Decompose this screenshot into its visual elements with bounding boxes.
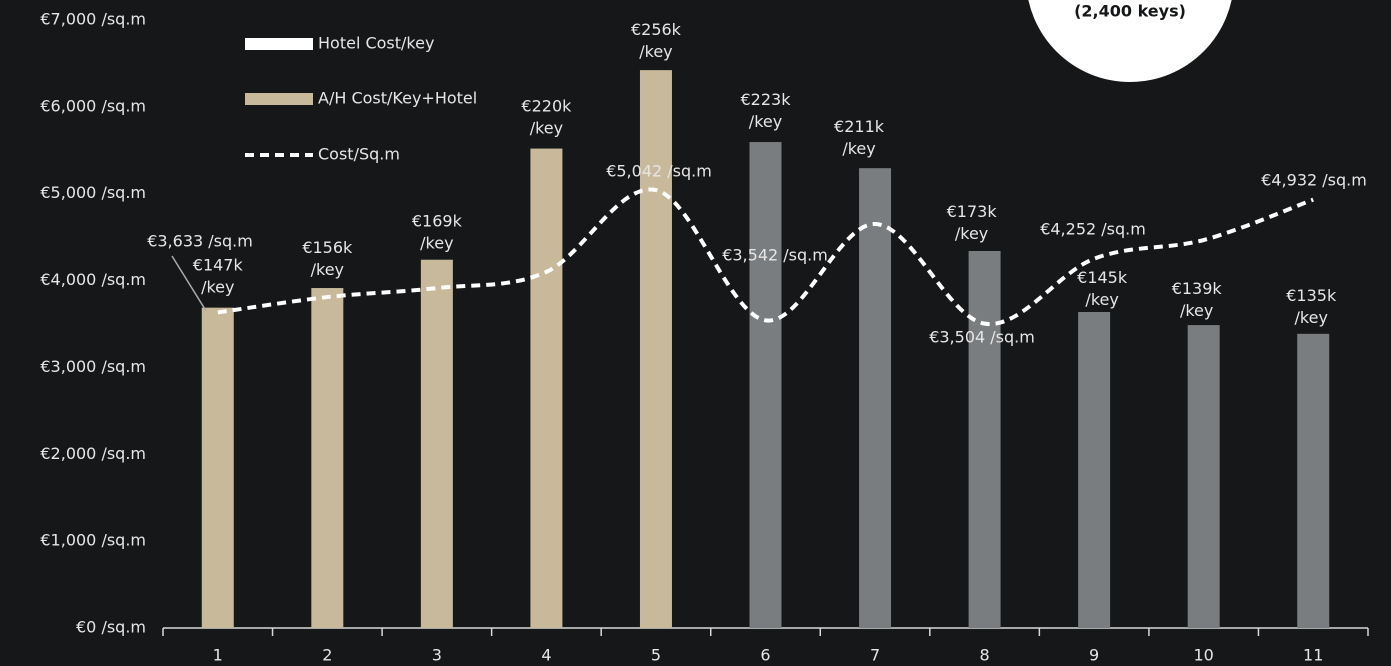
line-label: €4,252 /sq.m — [1040, 220, 1146, 239]
annotation-badge — [1028, 0, 1232, 82]
leader-line — [171, 255, 207, 311]
bar-label: €211k/key — [834, 117, 885, 158]
legend-label: A/H Cost/Key+Hotel — [318, 89, 477, 108]
y-tick-label: €5,000 /sq.m — [40, 183, 146, 202]
bar-label: €256k/key — [631, 20, 682, 61]
y-tick-label: €2,000 /sq.m — [40, 444, 146, 463]
x-tick-label: 10 — [1194, 646, 1214, 665]
bar — [1187, 325, 1220, 628]
annotation: (2,400 keys) — [1074, 2, 1186, 21]
x-tick-label: 4 — [541, 646, 551, 665]
bar-label: €147k/key — [193, 255, 244, 296]
y-tick-label: €7,000 /sq.m — [40, 10, 146, 29]
line-label: €3,633 /sq.m — [147, 232, 253, 251]
bar — [530, 148, 563, 628]
x-tick-label: 7 — [870, 646, 880, 665]
x-tick-label: 9 — [1089, 646, 1099, 665]
y-tick-label: €4,000 /sq.m — [40, 270, 146, 289]
legend-label: Cost/Sq.m — [318, 145, 400, 164]
bar — [968, 250, 1001, 629]
bar-label: €223k/key — [741, 90, 792, 131]
bar-label: €169k/key — [412, 211, 463, 252]
bar — [749, 142, 782, 629]
bar — [201, 307, 234, 628]
bar — [420, 259, 453, 628]
x-tick-label: 2 — [322, 646, 332, 665]
x-tick-label: 11 — [1303, 646, 1323, 665]
line-label: €5,042 /sq.m — [606, 162, 712, 181]
legend-swatch — [245, 93, 313, 105]
x-tick-label: 1 — [213, 646, 223, 665]
bar-label: €156k/key — [302, 238, 353, 279]
y-tick-label: €0 /sq.m — [76, 618, 146, 637]
line — [217, 187, 1314, 326]
y-tick-label: €1,000 /sq.m — [40, 531, 146, 550]
bar — [311, 288, 344, 628]
bar-label: €135k/key — [1286, 285, 1337, 326]
bar — [1297, 333, 1330, 628]
x-tick-label: 6 — [760, 646, 770, 665]
legend-swatch — [245, 38, 313, 50]
x-tick-label: 8 — [979, 646, 989, 665]
x-tick-label: 5 — [651, 646, 661, 665]
y-tick-label: €3,000 /sq.m — [40, 357, 146, 376]
bar-label: €220k/key — [521, 96, 572, 137]
bar-label: €139k/key — [1172, 279, 1223, 320]
bar-label: €145k/key — [1077, 268, 1128, 309]
bar-label: €173k/key — [947, 201, 998, 242]
bar — [1078, 312, 1111, 628]
legend-label: Hotel Cost/key — [318, 34, 434, 53]
x-tick-label: 3 — [432, 646, 442, 665]
bar — [639, 70, 672, 628]
y-tick-label: €6,000 /sq.m — [40, 96, 146, 115]
line-label: €3,542 /sq.m — [722, 246, 828, 265]
line-label: €4,932 /sq.m — [1261, 171, 1367, 190]
bar — [859, 168, 892, 628]
line-label: €3,504 /sq.m — [929, 328, 1035, 347]
